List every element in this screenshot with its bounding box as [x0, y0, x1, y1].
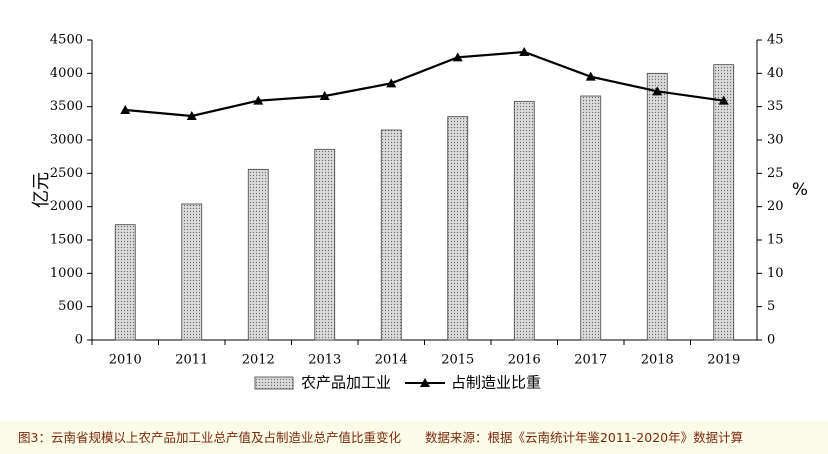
marker: [452, 52, 463, 62]
bar: [114, 224, 136, 341]
y2-tick-label: 10: [767, 266, 784, 281]
y-tick-label: 3000: [50, 133, 83, 148]
y2-tick-label: 40: [767, 66, 784, 81]
marker: [253, 95, 264, 105]
y2-tick-label: 15: [767, 233, 784, 248]
x-tick-label: 2016: [508, 353, 541, 368]
y-tick-label: 4000: [50, 66, 83, 81]
x-tick-label: 2019: [707, 353, 740, 368]
bar: [713, 64, 735, 341]
y-tick-label: 2000: [50, 199, 83, 214]
bar: [314, 148, 336, 341]
marker: [652, 86, 663, 96]
bar: [247, 168, 269, 341]
bar: [646, 72, 668, 341]
marker: [519, 47, 530, 56]
chart: 亿元 % 05001000150020002500300035004000450…: [31, 33, 808, 392]
bar: [447, 116, 469, 341]
y2-tick-label: 25: [767, 166, 784, 181]
marker: [120, 105, 131, 114]
y-tick-label: 500: [58, 299, 83, 314]
x-tick-label: 2013: [308, 353, 341, 368]
y-axis-title: 亿元: [31, 172, 52, 208]
marker: [186, 111, 197, 120]
y-tick-label: 0: [75, 333, 83, 348]
y2-axis-title: %: [792, 180, 808, 200]
bar: [380, 129, 402, 341]
legend-swatch: [254, 376, 294, 390]
y2-tick-label: 5: [767, 299, 775, 314]
figure-caption: 图3：云南省规模以上农产品加工业总产值及占制造业总产值比重变化: [18, 430, 401, 445]
bar: [181, 203, 203, 341]
bar: [580, 95, 602, 341]
y-tick-label: 4500: [50, 33, 83, 48]
legend-marker: [420, 378, 430, 387]
x-tick-label: 2011: [175, 353, 208, 368]
y2-tick-label: 45: [767, 33, 784, 48]
marker: [319, 91, 330, 100]
legend-label: 农产品加工业: [301, 374, 391, 392]
legend-label: 占制造业比重: [451, 374, 541, 392]
marker: [718, 95, 729, 105]
y-tick-label: 1000: [50, 266, 83, 281]
y-tick-label: 3500: [50, 99, 83, 114]
marker: [585, 71, 596, 81]
y2-tick-label: 20: [767, 199, 784, 214]
line: [125, 50, 724, 118]
bar: [513, 100, 535, 341]
marker: [386, 78, 397, 88]
y-tick-label: 2500: [50, 166, 83, 181]
source-note: 数据来源：根据《云南统计年鉴2011-2020年》数据计算: [424, 430, 744, 445]
x-tick-label: 2017: [574, 353, 607, 368]
y2-tick-label: 30: [767, 133, 784, 148]
x-tick-label: 2014: [375, 353, 408, 368]
y-tick-label: 1500: [50, 233, 83, 248]
y2-tick-label: 0: [767, 333, 775, 348]
x-tick-label: 2012: [242, 353, 275, 368]
x-tick-label: 2015: [441, 353, 474, 368]
x-tick-label: 2018: [641, 353, 674, 368]
caption: 图3：云南省规模以上农产品加工业总产值及占制造业总产值比重变化 数据来源：根据《云…: [0, 421, 828, 454]
x-tick-label: 2010: [109, 353, 142, 368]
y2-tick-label: 35: [767, 99, 784, 114]
